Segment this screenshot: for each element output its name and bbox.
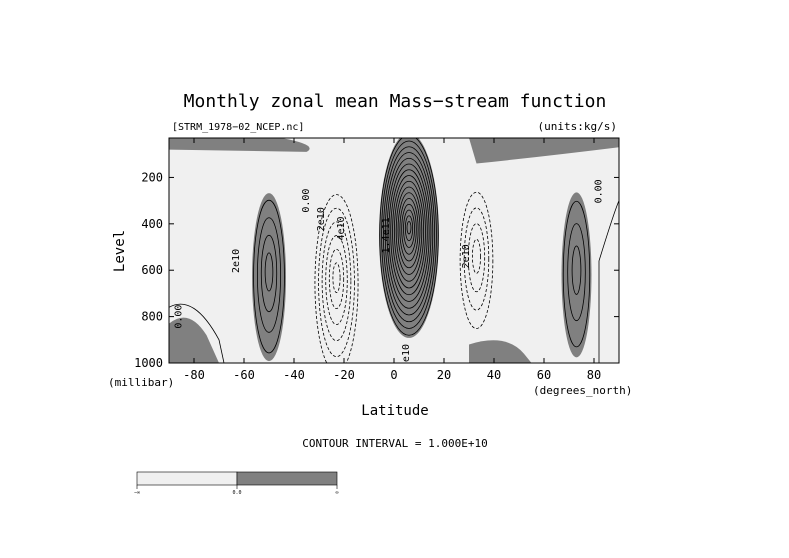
source-file-label: [STRM_1978−02_NCEP.nc] [172, 122, 304, 133]
contour-hadley-main-2 [381, 140, 437, 329]
contour-hadley-main-3 [382, 146, 436, 323]
y-axis: 200 400 600 800 1000 [134, 170, 619, 370]
chart-title: Monthly zonal mean Mass−stream function [184, 91, 607, 112]
contour-label-8: 0.00 [174, 305, 185, 329]
contour-hadley-main-1 [379, 138, 439, 336]
contour-label-5: 2e10 [461, 244, 472, 268]
contour-hadley-main-15 [404, 215, 414, 242]
x-tick-label-20: 20 [437, 368, 451, 382]
contour-label-4: 1.4e11 [381, 217, 392, 253]
contour-label-6: 2e10 [401, 344, 412, 368]
contour-label-2: 2e10 [316, 207, 327, 231]
contour-nh-ferrel-4 [472, 238, 481, 274]
contour-sh-ferrel-4 [325, 235, 348, 326]
x-tick-label--40: -40 [283, 368, 305, 382]
colorbar: −∞ 0.0 ∞ [134, 471, 339, 496]
y-axis-unit: (millibar) [108, 376, 174, 389]
x-tick-label--60: -60 [233, 368, 255, 382]
contour-interval-label: CONTOUR INTERVAL = 1.000E+10 [302, 437, 487, 450]
x-axis: -80 -60 -40 -20 0 20 40 60 80 [183, 138, 601, 382]
contour-sh-ferrel-1 [314, 194, 359, 363]
contour-hadley-main-11 [397, 192, 421, 269]
contour-hadley-main-8 [392, 175, 426, 289]
contour-sh-polar-1 [253, 199, 285, 354]
x-tick-label-0: 0 [390, 368, 397, 382]
zero-contour-sh [169, 303, 225, 363]
positive-region-surface-south [169, 317, 219, 363]
colorbar-right-label: ∞ [335, 490, 338, 496]
contour-nh-polar-3 [571, 245, 582, 295]
contour-sh-ferrel-3 [321, 221, 352, 342]
plot-area: 2e10 0.00 2e10 4e10 1.4e11 2e10 2e10 0.00 0.00 [168, 137, 620, 368]
contour-sh-ferrel-5 [328, 248, 345, 309]
positive-region-top-south [169, 138, 310, 152]
units-label: (units:kg/s) [538, 120, 617, 133]
contour-label-0: 2e10 [231, 249, 242, 273]
contour-hadley-main-14 [403, 209, 415, 248]
colorbar-left-label: −∞ [134, 490, 140, 496]
x-tick-label-40: 40 [487, 368, 501, 382]
colorbar-mid-label: 0.0 [232, 490, 241, 496]
colorbar-positive-swatch [236, 471, 338, 486]
x-axis-unit: (degrees_north) [533, 384, 632, 397]
y-tick-label-1000: 1000 [134, 356, 163, 370]
contour-label-7: 0.00 [594, 179, 605, 203]
y-axis-title: Level [112, 230, 128, 272]
positive-region-surface-north [469, 340, 532, 363]
cell-fill-nh-polar [561, 192, 592, 358]
contour-hadley-main-10 [395, 186, 423, 275]
contour-hadley-main-4 [384, 152, 434, 316]
contour-hadley-main-13 [401, 203, 417, 255]
contour-nh-ferrel-1 [459, 191, 494, 329]
positive-region-top-north [469, 138, 619, 164]
contour-sh-polar-2 [257, 217, 281, 333]
contour-sh-ferrel-6 [332, 262, 341, 293]
x-tick-label--20: -20 [333, 368, 355, 382]
y-tick-label-800: 800 [141, 310, 163, 324]
contour-nh-polar-2 [567, 223, 586, 322]
contour-hadley-main-12 [399, 198, 419, 262]
y-tick-label-200: 200 [141, 170, 163, 184]
x-tick-label-80: 80 [587, 368, 601, 382]
contour-hadley-main-6 [388, 163, 430, 302]
x-tick-label--80: -80 [183, 368, 205, 382]
contour-nh-polar-1 [562, 200, 591, 348]
contour-hadley-main-16 [406, 221, 412, 235]
zero-contour-nh [598, 200, 619, 363]
contour-nh-ferrel-3 [467, 223, 486, 293]
colorbar-negative-swatch [136, 471, 238, 486]
y-tick-label-400: 400 [141, 217, 163, 231]
contour-hadley-main-5 [386, 157, 432, 309]
contour-sh-ferrel-2 [318, 207, 355, 358]
x-tick-label-60: 60 [537, 368, 551, 382]
y-tick-label-600: 600 [141, 263, 163, 277]
contour-hadley-main-9 [393, 180, 425, 282]
contour-label-3: 4e10 [336, 216, 347, 240]
contour-label-1: 0.00 [301, 189, 312, 213]
contour-nh-ferrel-2 [463, 207, 490, 311]
contour-sh-polar-4 [264, 252, 274, 292]
contour-sh-polar-3 [260, 234, 278, 313]
x-axis-title: Latitude [361, 403, 428, 419]
contour-hadley-main-7 [390, 169, 428, 296]
